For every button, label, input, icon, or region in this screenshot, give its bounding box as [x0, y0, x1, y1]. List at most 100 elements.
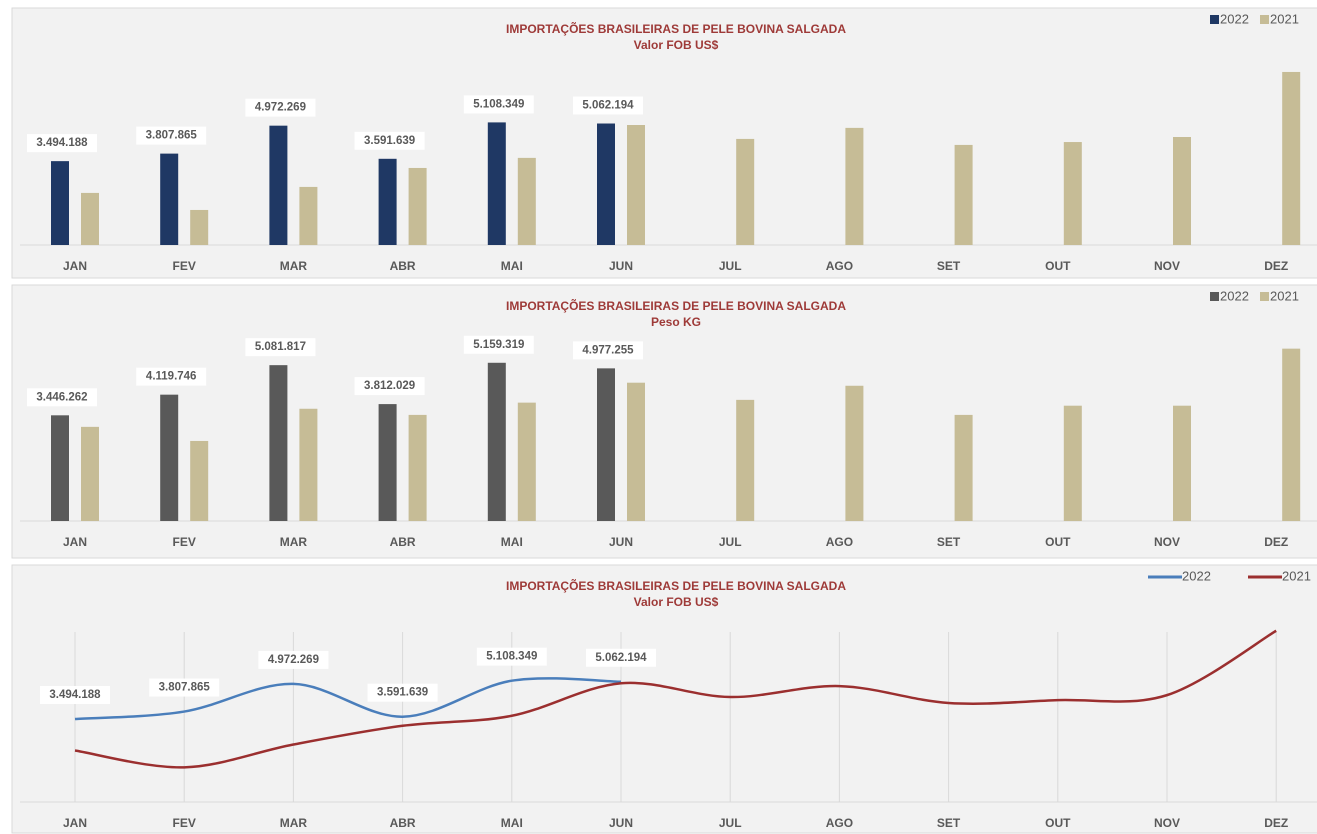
bar [1282, 348, 1301, 521]
legend-label: 2022 [1220, 11, 1249, 26]
x-tick-label: NOV [1154, 535, 1180, 549]
bar [160, 394, 179, 521]
x-tick-label: JAN [63, 816, 87, 830]
x-tick-label: MAR [280, 816, 308, 830]
data-label-box [27, 388, 97, 407]
bar [487, 122, 506, 245]
x-tick-label: MAI [501, 535, 523, 549]
bar [1282, 71, 1301, 246]
bar [408, 167, 427, 245]
bar [160, 153, 179, 245]
chart-title: IMPORTAÇÕES BRASILEIRAS DE PELE BOVINA S… [506, 298, 846, 313]
data-label: 4.972.269 [268, 654, 319, 666]
x-tick-label: SET [937, 816, 961, 830]
bar [597, 123, 615, 245]
data-label-box [573, 96, 643, 115]
x-tick-label: DEZ [1264, 535, 1288, 549]
data-label: 4.119.746 [146, 371, 197, 383]
x-tick-label: DEZ [1264, 816, 1288, 830]
x-tick-label: OUT [1045, 535, 1071, 549]
bar [81, 426, 99, 521]
chart-subtitle: Valor FOB US$ [634, 38, 719, 52]
legend-label: 2022 [1220, 288, 1249, 303]
legend-label: 2021 [1282, 568, 1311, 583]
data-label: 5.108.349 [486, 651, 537, 663]
bar [845, 385, 864, 521]
data-label: 5.062.194 [582, 100, 634, 112]
bar [1173, 137, 1191, 245]
x-tick-label: ABR [390, 535, 416, 549]
data-label: 3.807.865 [159, 682, 211, 694]
bar [190, 440, 209, 521]
bar [627, 125, 645, 245]
bar [954, 144, 973, 245]
bar [408, 414, 427, 521]
data-label-box [476, 647, 547, 666]
legend-label: 2022 [1182, 568, 1211, 583]
bar [954, 414, 973, 521]
x-tick-label: ABR [390, 259, 416, 273]
bar [487, 362, 506, 521]
data-label-box [27, 134, 97, 153]
x-tick-label: NOV [1154, 259, 1180, 273]
chart-panel: IMPORTAÇÕES BRASILEIRAS DE PELE BOVINA S… [11, 284, 1317, 559]
bar [736, 138, 755, 245]
bar [81, 192, 99, 245]
data-label: 3.494.188 [49, 689, 101, 701]
data-label-box [136, 367, 207, 386]
x-tick-label: JUL [719, 535, 742, 549]
x-tick-label: MAI [501, 259, 523, 273]
data-label: 3.494.188 [36, 137, 88, 149]
data-label-box [354, 131, 425, 150]
legend-label: 2021 [1270, 288, 1299, 303]
x-tick-label: DEZ [1264, 259, 1288, 273]
x-tick-label: AGO [826, 259, 853, 273]
chart-panel: IMPORTAÇÕES BRASILEIRAS DE PELE BOVINA S… [11, 7, 1317, 279]
chart-panel: IMPORTAÇÕES BRASILEIRAS DE PELE BOVINA S… [11, 564, 1317, 834]
bar [378, 158, 397, 245]
x-tick-label: NOV [1154, 816, 1180, 830]
line [74, 629, 1277, 769]
bar [190, 209, 209, 245]
data-label-box [245, 98, 316, 117]
x-tick-label: AGO [826, 816, 853, 830]
data-label-box [586, 648, 656, 667]
x-tick-label: MAR [280, 535, 308, 549]
chart-title: IMPORTAÇÕES BRASILEIRAS DE PELE BOVINA S… [506, 578, 846, 593]
x-tick-label: FEV [173, 816, 196, 830]
data-label: 5.159.319 [473, 339, 524, 351]
bar [51, 415, 69, 521]
legend-swatch [1210, 292, 1219, 301]
legend-swatch [1260, 292, 1269, 301]
x-tick-label: JUL [719, 259, 742, 273]
bar [1173, 405, 1191, 521]
bar [269, 125, 288, 245]
bar [299, 186, 318, 245]
x-tick-label: OUT [1045, 816, 1071, 830]
data-label-box [463, 95, 534, 114]
x-tick-label: JUL [719, 816, 742, 830]
data-label: 3.446.262 [36, 391, 87, 403]
bar [51, 161, 69, 245]
data-label: 5.062.194 [595, 652, 647, 664]
data-label: 4.977.255 [582, 344, 634, 356]
x-tick-label: SET [937, 259, 961, 273]
data-label-box [245, 338, 316, 357]
x-tick-label: JAN [63, 535, 87, 549]
data-label: 3.591.639 [377, 687, 428, 699]
x-tick-label: FEV [173, 535, 196, 549]
data-label: 3.812.029 [364, 380, 415, 392]
bar [736, 399, 755, 521]
x-tick-label: JUN [609, 535, 633, 549]
data-label-box [149, 678, 220, 697]
panel-background [11, 284, 1317, 559]
chart-subtitle: Valor FOB US$ [634, 595, 719, 609]
x-tick-label: OUT [1045, 259, 1071, 273]
bar [845, 127, 864, 245]
x-tick-label: MAR [280, 259, 308, 273]
data-label-box [367, 683, 438, 702]
bar [627, 382, 645, 521]
x-tick-label: JUN [609, 259, 633, 273]
data-label: 3.807.865 [146, 130, 198, 142]
x-tick-label: MAI [501, 816, 523, 830]
